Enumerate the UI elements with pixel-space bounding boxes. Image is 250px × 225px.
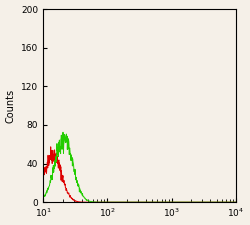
Y-axis label: Counts: Counts <box>6 89 16 123</box>
